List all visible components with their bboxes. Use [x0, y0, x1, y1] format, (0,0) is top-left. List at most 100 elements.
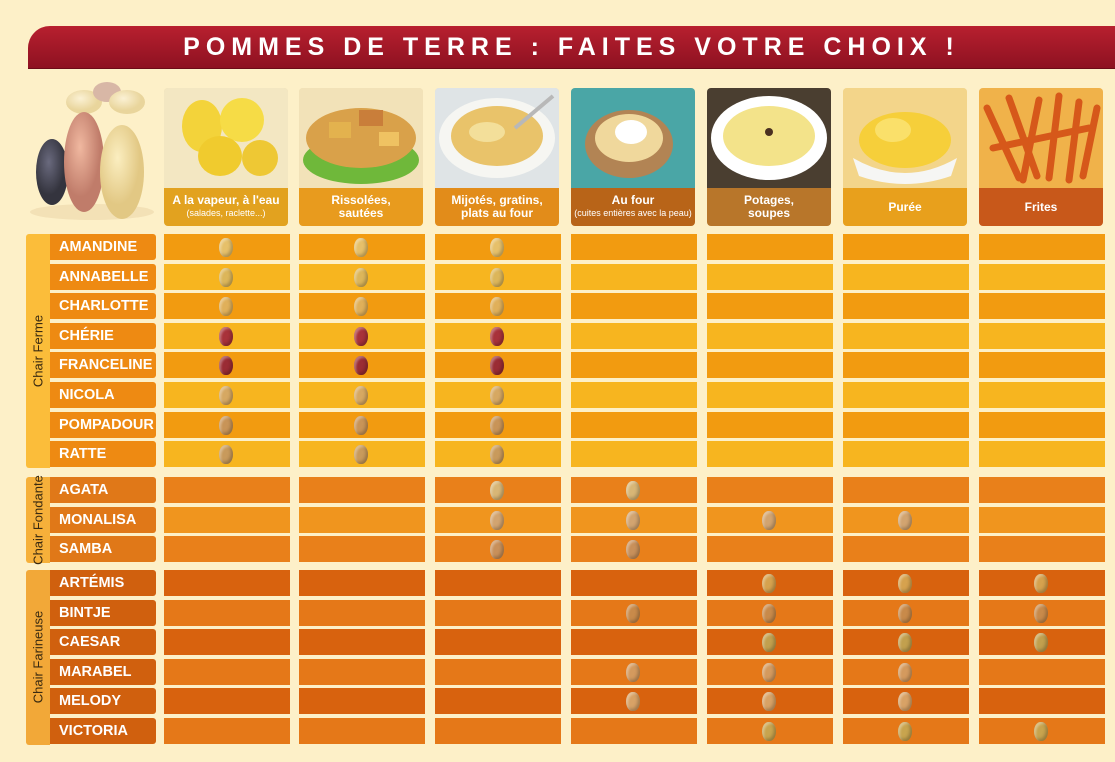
table-cell — [571, 477, 697, 503]
table-cell — [843, 382, 969, 408]
table-cell — [164, 658, 290, 685]
table-cell — [299, 506, 425, 533]
variety-name: VICTORIA — [50, 718, 156, 744]
table-cell — [299, 688, 425, 715]
table-cell — [164, 570, 290, 596]
method-photo-6: Purée — [843, 88, 967, 226]
table-cell — [435, 570, 561, 596]
group-name: Chair Ferme — [30, 314, 46, 388]
table-cell — [707, 658, 833, 685]
table-cell — [979, 293, 1105, 320]
table-cell — [843, 658, 969, 685]
variety-name: CHARLOTTE — [50, 293, 156, 320]
table-cell — [299, 536, 425, 563]
table-cell — [299, 322, 425, 349]
table-cell — [979, 411, 1105, 438]
table-cell — [299, 629, 425, 656]
table-cell — [979, 688, 1105, 715]
food-photo — [843, 88, 967, 188]
table-cell — [979, 506, 1105, 533]
method-label: Mijotés, gratins, plats au four — [435, 188, 559, 226]
potato-icon — [762, 510, 776, 530]
table-cell — [164, 688, 290, 715]
table-cell — [435, 234, 561, 260]
table-cell — [843, 536, 969, 563]
title-banner: POMMES DE TERRE : FAITES VOTRE CHOIX ! — [28, 26, 1115, 68]
table-cell — [571, 506, 697, 533]
table-cell — [164, 352, 290, 379]
table-cell — [979, 322, 1105, 349]
table-cell — [435, 658, 561, 685]
potato-icon — [354, 267, 368, 287]
potato-icon — [898, 633, 912, 653]
table-cell — [707, 234, 833, 260]
table-cell — [843, 293, 969, 320]
method-label: Potages, soupes — [707, 188, 831, 226]
table-cell — [843, 322, 969, 349]
variety-name: AGATA — [50, 477, 156, 503]
variety-name: SAMBA — [50, 536, 156, 563]
table-cell — [435, 293, 561, 320]
table-cell — [571, 352, 697, 379]
food-photo — [164, 88, 288, 188]
potato-icon — [626, 510, 640, 530]
method-label-line2: sautées — [338, 206, 384, 220]
method-photo-4: Au four (cuites entières avec la peau) — [571, 88, 695, 226]
table-cell — [707, 688, 833, 715]
table-cell — [435, 718, 561, 744]
potato-icon — [1034, 574, 1048, 593]
page-title: POMMES DE TERRE : FAITES VOTRE CHOIX ! — [183, 33, 960, 61]
method-label-line1: Frites — [1024, 199, 1058, 214]
potato-icon — [219, 356, 233, 376]
table-cell — [299, 441, 425, 468]
method-label-line1: Mijotés, gratins, — [451, 193, 543, 207]
table-cell — [571, 536, 697, 563]
table-cell — [164, 322, 290, 349]
table-cell — [843, 234, 969, 260]
table-cell — [707, 263, 833, 290]
variety-name: CAESAR — [50, 629, 156, 656]
variety-name: BINTJE — [50, 599, 156, 626]
table-cell — [435, 536, 561, 563]
table-cell — [299, 234, 425, 260]
variety-name: MONALISA — [50, 506, 156, 533]
variety-name: NICOLA — [50, 382, 156, 408]
table-cell — [571, 382, 697, 408]
potato-icon — [354, 297, 368, 317]
table-cell — [435, 599, 561, 626]
potato-icon — [762, 633, 776, 653]
potato-icon — [490, 386, 504, 405]
table-cell — [707, 599, 833, 626]
method-photo-1: A la vapeur, à l'eau (salades, raclette..… — [164, 88, 288, 226]
method-label-line1: Au four — [611, 193, 655, 207]
table-cell — [843, 477, 969, 503]
method-label-line2: (salades, raclette...) — [186, 208, 266, 218]
variety-name: FRANCELINE — [50, 352, 156, 379]
table-cell — [979, 441, 1105, 468]
potato-icon — [898, 692, 912, 712]
potato-icon — [219, 445, 233, 465]
variety-name: AMANDINE — [50, 234, 156, 260]
table-cell — [435, 382, 561, 408]
table-cell — [979, 234, 1105, 260]
table-cell — [979, 263, 1105, 290]
table-cell — [299, 411, 425, 438]
method-label: Rissolées, sautées — [299, 188, 423, 226]
food-photo — [979, 88, 1103, 188]
potato-icon — [490, 297, 504, 317]
group-label-3: Chair Farineuse — [26, 570, 50, 745]
table-cell — [299, 293, 425, 320]
group-name: Chair Farineuse — [30, 611, 46, 704]
table-cell — [571, 293, 697, 320]
potato-icon — [219, 326, 233, 346]
potato-icon — [898, 510, 912, 530]
table-cell — [299, 599, 425, 626]
potato-icon — [490, 415, 504, 435]
potato-icon — [626, 692, 640, 712]
potato-icon — [626, 481, 640, 500]
potato-icon — [762, 574, 776, 593]
table-cell — [299, 263, 425, 290]
table-cell — [571, 718, 697, 744]
method-label-line1: Potages, — [743, 193, 794, 207]
potato-icon — [626, 662, 640, 682]
